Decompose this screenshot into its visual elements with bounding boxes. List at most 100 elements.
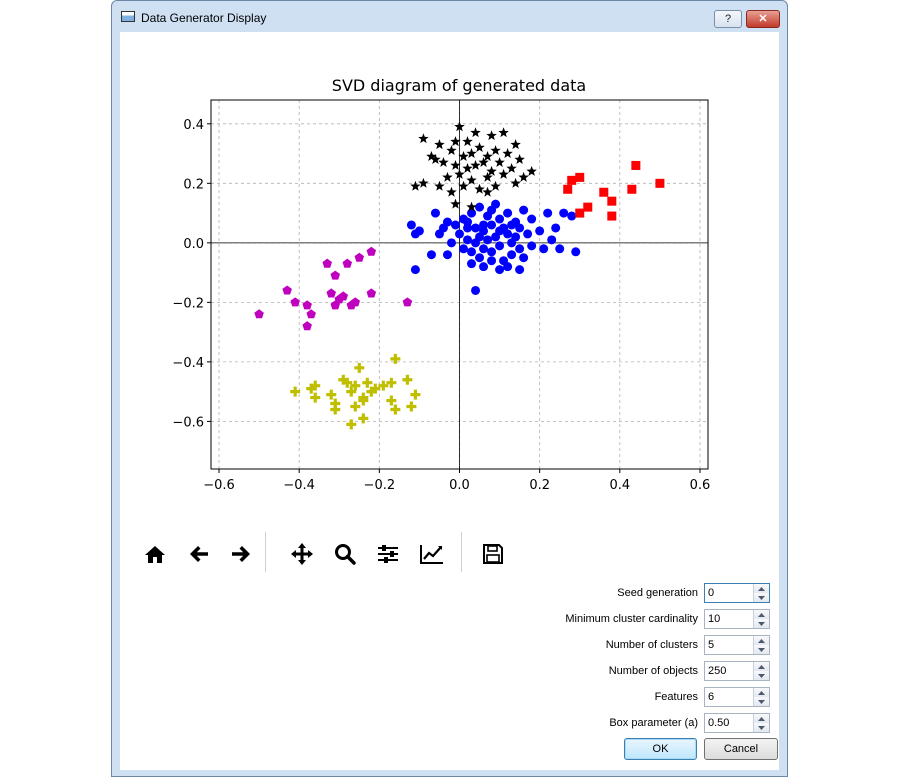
scatter-point-square <box>599 187 609 197</box>
scatter-point-circle <box>547 235 557 245</box>
window-title: Data Generator Display <box>141 11 267 25</box>
scatter-point-circle <box>507 220 517 230</box>
field-label: Minimum cluster cardinality <box>565 613 698 625</box>
spin-up-icon[interactable] <box>754 610 769 619</box>
scatter-point-plus <box>386 377 397 388</box>
scatter-point-circle <box>515 223 525 233</box>
scatter-point-plus <box>362 377 373 388</box>
spinbox-input[interactable] <box>705 636 753 654</box>
scatter-point-star <box>458 151 469 161</box>
y-tick-label: −0.2 <box>172 296 204 311</box>
forward-icon[interactable] <box>226 539 256 569</box>
spin-up-icon[interactable] <box>754 636 769 645</box>
scatter-point-pentagon <box>302 321 312 331</box>
scatter-point-star <box>466 174 477 185</box>
axis-ticks: −0.6 −0.4 −0.2 0.0 0.2 0.4 0.6 −0.6 −0.4 −0.2 0.0 0… <box>172 118 710 493</box>
spin-up-icon[interactable] <box>754 662 769 671</box>
title-bar[interactable]: Data Generator Display ? ✕ <box>112 1 787 31</box>
scatter-point-circle <box>495 265 505 275</box>
spinbox[interactable] <box>704 583 770 603</box>
scatter-point-circle <box>515 265 525 275</box>
x-tick-label: −0.2 <box>364 478 396 493</box>
spin-up-icon[interactable] <box>754 714 769 723</box>
scatter-point-pentagon <box>302 300 312 310</box>
spin-down-icon[interactable] <box>754 593 769 602</box>
scatter-point-star <box>470 159 481 170</box>
zero-lines <box>211 100 708 469</box>
cancel-button[interactable]: Cancel <box>704 738 778 760</box>
edit-axis-icon[interactable] <box>417 539 447 569</box>
y-tick-label: 0.4 <box>183 118 204 133</box>
scatter-point-star <box>454 121 465 132</box>
spin-up-icon[interactable] <box>754 688 769 697</box>
matplotlib-figure[interactable]: SVD diagram of generated data −0.6 −0.4 −0… <box>120 32 779 512</box>
scatter-point-star <box>418 133 429 144</box>
spin-down-icon[interactable] <box>754 723 769 732</box>
scatter-point-star <box>510 139 521 150</box>
back-icon[interactable] <box>184 539 214 569</box>
scatter-point-circle <box>463 217 473 227</box>
scatter-point-circle <box>467 247 477 257</box>
scatter-point-circle <box>495 226 505 236</box>
scatter-point-pentagon <box>290 297 300 307</box>
field-label: Number of clusters <box>605 639 698 651</box>
scatter-point-pentagon <box>342 258 353 268</box>
pan-icon[interactable] <box>287 539 317 569</box>
scatter-point-plus <box>410 389 421 400</box>
scatter-point-circle <box>467 259 477 269</box>
spinbox-input[interactable] <box>705 662 753 680</box>
scatter-point-circle <box>503 229 513 239</box>
spinbox[interactable] <box>704 713 770 733</box>
spin-down-icon[interactable] <box>754 671 769 680</box>
spinbox-input[interactable] <box>705 584 753 602</box>
spinbox-input[interactable] <box>705 688 753 706</box>
scatter-point-star <box>502 148 513 159</box>
ok-button[interactable]: OK <box>624 738 697 760</box>
scatter-point-square <box>655 178 665 188</box>
scatter-point-circle <box>503 262 513 272</box>
scatter-point-circle <box>519 253 529 263</box>
spinbox[interactable] <box>704 609 770 629</box>
scatter-point-pentagon <box>366 288 377 298</box>
scatter-point-pentagon <box>402 297 413 307</box>
scatter-point-star <box>474 183 485 194</box>
y-tick-label: −0.6 <box>172 415 204 430</box>
scatter-point-star <box>510 177 521 188</box>
scatter-point-circle <box>479 220 489 230</box>
spinbox[interactable] <box>704 687 770 707</box>
scatter-point-circle <box>495 214 505 224</box>
scatter-point-circle <box>438 223 448 233</box>
spin-down-icon[interactable] <box>754 619 769 628</box>
scatter-point-pentagon <box>306 309 316 319</box>
scatter-point-plus <box>378 380 389 391</box>
spinbox[interactable] <box>704 661 770 681</box>
spinbox-input[interactable] <box>705 610 753 628</box>
spin-up-icon[interactable] <box>754 584 769 593</box>
scatter-point-pentagon <box>350 297 361 307</box>
scatter-point-pentagon <box>322 258 332 268</box>
save-icon[interactable] <box>478 539 508 569</box>
home-icon[interactable] <box>140 539 170 569</box>
configure-subplots-icon[interactable] <box>373 539 403 569</box>
scatter-point-star <box>486 165 497 176</box>
toolbar-separator <box>265 532 266 572</box>
close-button[interactable]: ✕ <box>746 10 780 28</box>
scatter-point-circle <box>475 253 485 263</box>
field-label: Features <box>654 691 698 703</box>
scatter-point-circle <box>410 229 420 239</box>
spinbox-input[interactable] <box>705 714 753 732</box>
scatter-point-circle <box>467 208 477 218</box>
spinbox[interactable] <box>704 635 770 655</box>
help-button[interactable]: ? <box>714 10 742 28</box>
scatter-point-star <box>498 127 509 138</box>
scatter-point-circle <box>519 205 529 215</box>
scatter-point-square <box>631 160 641 170</box>
scatter-point-star <box>450 136 461 147</box>
spin-down-icon[interactable] <box>754 645 769 654</box>
zoom-icon[interactable] <box>330 539 360 569</box>
scatter-point-circle <box>539 244 549 254</box>
spin-down-icon[interactable] <box>754 697 769 706</box>
scatter-point-star <box>462 136 473 147</box>
scatter-point-plus <box>358 395 369 406</box>
scatter-point-star <box>486 130 497 141</box>
